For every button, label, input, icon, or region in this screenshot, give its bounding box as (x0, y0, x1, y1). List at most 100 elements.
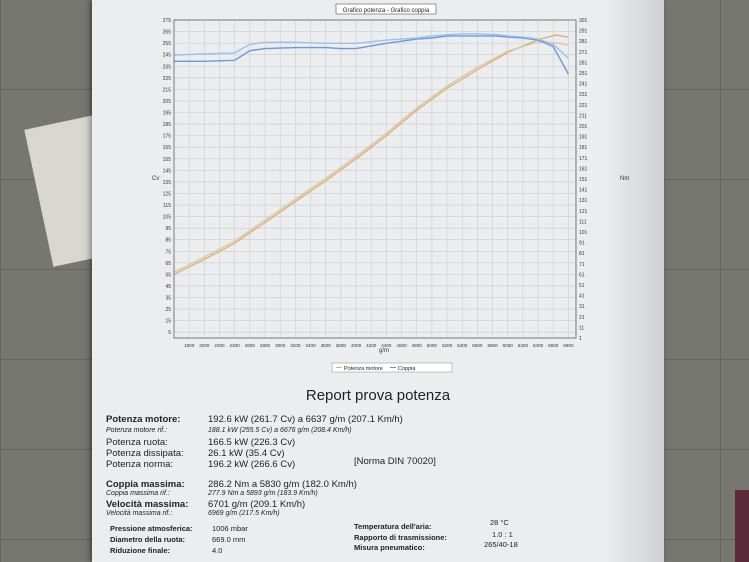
report-title: Report prova potenza (305, 387, 451, 404)
power-torque-chart: 5152535455565758595105115125135145155165… (152, 3, 629, 373)
y-left-tick-label: 115 (163, 203, 171, 209)
y-left-tick-label: 215 (163, 87, 172, 93)
x-tick-label: 2400 (230, 343, 241, 348)
x-tick-label: 6000 (503, 343, 514, 348)
x-tick-label: 5600 (472, 343, 483, 348)
y-right-tick-label: 31 (579, 304, 585, 310)
y-right-tick-label: 131 (579, 198, 588, 204)
y-left-tick-label: 265 (163, 30, 172, 36)
y-right-tick-label: 271 (579, 50, 588, 56)
left-axis-ticks: 5 15 25 35 45 55 65 75 85 95 105 115 125 135 145 155 165… (163, 18, 172, 336)
y-left-tick-label: 45 (165, 284, 171, 290)
pressione-label: Pressione atmosferica: (110, 524, 193, 533)
y-left-tick-label: 125 (163, 191, 172, 197)
potenza-ruota-label: Potenza ruota: (106, 437, 168, 448)
x-tick-label: 2800 (260, 343, 271, 348)
series-line-potenza-motore-rif- (173, 41, 569, 273)
series-line-coppia-rif- (173, 33, 569, 59)
series-line-potenza-motore (173, 34, 569, 276)
y-left-tick-label: 135 (163, 180, 172, 186)
norma-din: [Norma DIN 70020] (354, 456, 436, 467)
y-left-tick-label: 145 (163, 168, 172, 174)
y-right-tick-label: 41 (579, 294, 585, 300)
y-right-tick-label: 141 (579, 188, 588, 194)
y-right-tick-label: 91 (579, 241, 585, 247)
legend-item-power: Potenza motore (344, 366, 383, 372)
chart-frame (173, 19, 577, 339)
y-left-tick-label: 155 (163, 157, 172, 163)
x-tick-label: 6800 (563, 343, 574, 348)
y-right-tick-label: 51 (579, 283, 585, 289)
y-right-tick-label: 151 (579, 177, 588, 183)
riduzione-label: Riduzione finale: (110, 546, 170, 555)
y-left-tick-label: 225 (163, 76, 172, 82)
coppia-massima-label: Coppia massima: (106, 479, 185, 490)
chart-title: Grafico potenza - Grafico coppia (343, 8, 430, 14)
legend-item-torque: Coppia (398, 366, 416, 372)
velocita-massima-value: 6701 g/m (209.1 Km/h) (208, 499, 306, 510)
potenza-norma-value: 196.2 kW (266.6 Cv) (208, 459, 296, 470)
x-tick-label: 2600 (245, 343, 256, 348)
y-left-tick-label: 255 (163, 41, 172, 47)
x-tick-label: 5200 (442, 343, 453, 348)
potenza-dissipata-value: 26.1 kW (35.4 Cv) (208, 448, 285, 459)
x-tick-label: 3000 (275, 343, 286, 348)
y-left-tick-label: 185 (163, 122, 172, 128)
y-right-tick-label: 241 (579, 82, 588, 88)
rapporto-value: 1.0 : 1 (492, 530, 513, 539)
y-left-tick-label: 275 (163, 18, 172, 24)
x-tick-label: 6400 (533, 343, 544, 348)
y-left-tick-label: 55 (165, 272, 171, 278)
x-tick-label: 3600 (321, 343, 332, 348)
rapporto-label: Rapporto di trasmissione: (354, 533, 447, 542)
riduzione-value: 4.0 (212, 546, 223, 555)
potenza-ruota-value: 166.5 kW (226.3 Cv) (208, 437, 296, 448)
x-tick-label: 5800 (487, 343, 498, 348)
y-right-tick-label: 191 (579, 135, 588, 141)
y-left-tick-label: 235 (163, 64, 172, 70)
y-left-tick-label: 175 (163, 134, 172, 140)
x-tick-label: 6600 (548, 343, 559, 348)
x-tick-label: 6200 (518, 343, 529, 348)
background-object (735, 490, 749, 562)
x-tick-label: 3800 (336, 343, 347, 348)
y-right-tick-label: 221 (579, 103, 588, 109)
pneumatico-label: Misura pneumatico: (354, 543, 425, 552)
chart-grid (174, 19, 576, 338)
y-right-tick-label: 161 (579, 166, 588, 172)
x-tick-label: 3400 (305, 343, 316, 348)
y-left-tick-label: 75 (165, 249, 171, 255)
potenza-dissipata-label: Potenza dissipata: (106, 448, 184, 459)
y-right-tick-label: 261 (579, 60, 588, 66)
y-right-tick-label: 71 (579, 262, 585, 268)
y-right-tick-label: 231 (579, 92, 588, 98)
y-right-tick-label: 81 (579, 251, 585, 257)
y-right-tick-label: 301 (579, 18, 588, 24)
x-tick-label: 5000 (427, 343, 438, 348)
right-axis-ticks: 1112131415161718191101111121131141151161… (579, 18, 588, 342)
velocita-massima-rif-label: Velocità massima rif.: (106, 510, 173, 517)
y-left-tick-label: 85 (165, 238, 171, 244)
y-right-tick-label: 211 (579, 113, 587, 119)
pressione-value: 1006 mbar (212, 524, 248, 533)
y-left-label: Cv (152, 176, 159, 182)
y-right-label: Nm (620, 176, 629, 182)
x-tick-label: 4200 (366, 343, 377, 348)
potenza-motore-rif-value: 188.1 kW (255.5 Cv) a 6676 g/m (208.4 Km… (208, 427, 352, 434)
y-left-tick-label: 165 (163, 145, 172, 151)
y-right-tick-label: 291 (579, 29, 588, 35)
y-right-tick-label: 21 (579, 315, 585, 321)
y-right-tick-label: 171 (579, 156, 588, 162)
y-left-tick-label: 25 (165, 307, 171, 313)
x-tick-label: 2000 (199, 343, 210, 348)
y-right-tick-label: 111 (579, 219, 587, 225)
coppia-massima-rif-label: Coppia massima rif.: (106, 490, 170, 497)
x-tick-label: 4000 (351, 343, 362, 348)
coppia-massima-value: 286.2 Nm a 5830 g/m (182.0 Km/h) (208, 479, 357, 490)
x-axis-ticks: 1800 2000 2200 2400 2600 2800 3000 3200 3400 3600… (184, 343, 574, 348)
y-left-tick-label: 105 (163, 215, 172, 221)
temperatura-value: 28 °C (490, 518, 509, 527)
y-right-tick-label: 121 (579, 209, 588, 215)
y-left-tick-label: 245 (163, 53, 172, 59)
velocita-massima-label: Velocità massima: (106, 499, 189, 510)
